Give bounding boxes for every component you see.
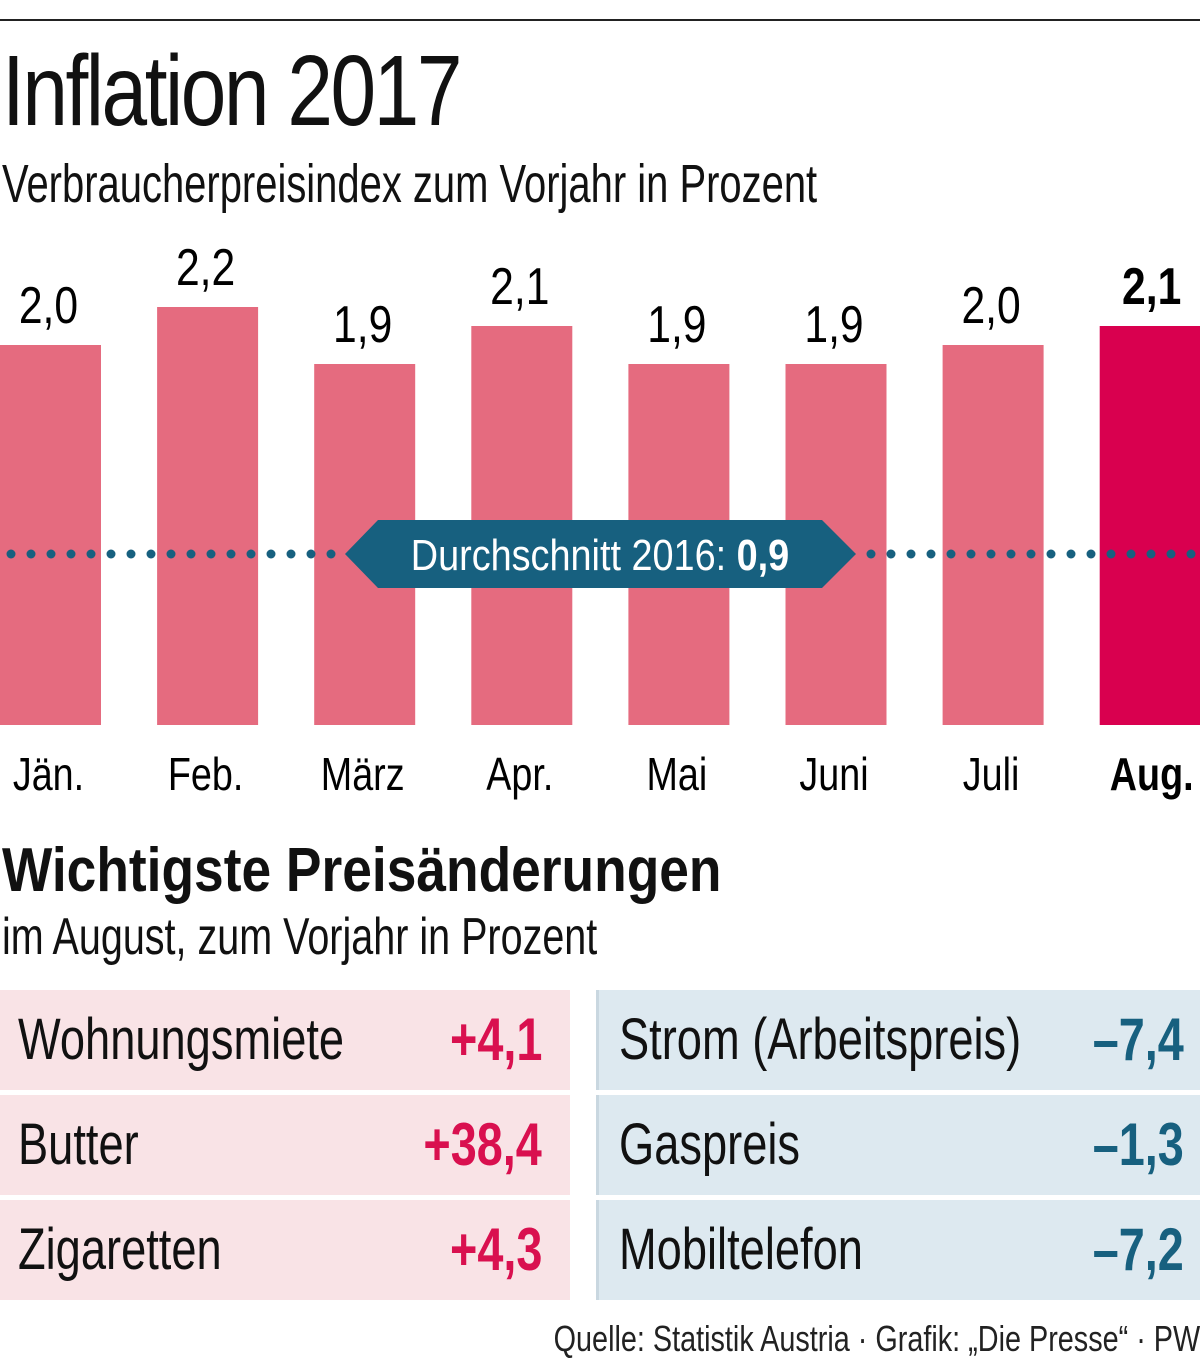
chart-subtitle: Verbraucherpreisindex zum Vorjahr in Pro… — [2, 154, 818, 214]
average-line-dot — [926, 549, 936, 559]
item-value: +4,3 — [449, 1216, 542, 1283]
table-row: Zigaretten +4,3 — [0, 1200, 570, 1300]
average-line-dot — [986, 549, 996, 559]
month-label: Juli — [963, 748, 1020, 799]
average-line-dot — [26, 549, 36, 559]
month-label: Jän. — [13, 748, 84, 799]
value-label: 2,2 — [176, 239, 235, 297]
table-row: Gaspreis –1,3 — [596, 1095, 1200, 1195]
table-row: Wohnungsmiete +4,1 — [0, 990, 570, 1090]
bar-8 — [1099, 326, 1200, 725]
bar-1 — [0, 345, 101, 725]
average-line-dot — [906, 549, 916, 559]
item-value: –7,4 — [1092, 1006, 1184, 1073]
average-badge: Durchschnitt 2016: 0,9 — [345, 520, 856, 588]
average-line-dot — [1086, 549, 1096, 559]
average-line — [6, 549, 1196, 559]
average-line-dot — [886, 549, 896, 559]
average-line-dot — [966, 549, 976, 559]
average-line-dot — [326, 549, 336, 559]
bars-group — [0, 307, 1200, 725]
month-label: Juni — [799, 748, 868, 799]
top-rule — [0, 19, 1200, 21]
average-line-dot — [1026, 549, 1036, 559]
month-label: Aug. — [1110, 748, 1194, 799]
chart-title: Inflation 2017 — [2, 35, 462, 147]
changes-subtitle: im August, zum Vorjahr in Prozent — [2, 908, 598, 966]
value-label: 1,9 — [333, 296, 392, 354]
value-label: 2,1 — [1122, 258, 1181, 316]
table-row: Butter +38,4 — [0, 1095, 570, 1195]
item-name: Wohnungsmiete — [18, 1007, 345, 1072]
month-label: Mai — [647, 748, 708, 799]
month-label: Apr. — [486, 748, 553, 799]
average-line-dot — [306, 549, 316, 559]
average-line-dot — [66, 549, 76, 559]
average-line-dot — [166, 549, 176, 559]
item-name: Butter — [18, 1112, 139, 1177]
average-line-dot — [1186, 549, 1196, 559]
average-line-dot — [146, 549, 156, 559]
average-line-dot — [1146, 549, 1156, 559]
average-line-dot — [1046, 549, 1056, 559]
source-credit: Quelle: Statistik Austria · Grafik: „Die… — [553, 1318, 1200, 1359]
average-line-dot — [286, 549, 296, 559]
item-value: +38,4 — [423, 1111, 542, 1178]
average-badge-label: Durchschnitt 2016: 0,9 — [411, 530, 789, 579]
bar-chart: Durchschnitt 2016: 0,9 2,0 2,2 1,9 2,1 1,9 1,… — [0, 239, 1200, 800]
month-labels: Jän. Feb. März Apr. Mai Juni Juli Aug. — [13, 748, 1194, 799]
average-value: 0,9 — [737, 530, 790, 579]
average-line-dot — [206, 549, 216, 559]
value-label: 1,9 — [647, 296, 706, 354]
value-label: 2,1 — [490, 258, 549, 316]
average-line-dot — [866, 549, 876, 559]
item-value: +4,1 — [449, 1006, 542, 1073]
value-label: 2,0 — [961, 277, 1020, 335]
changes-title: Wichtigste Preisänderungen — [2, 836, 722, 905]
item-value: –7,2 — [1092, 1216, 1184, 1283]
month-label: Feb. — [168, 748, 243, 799]
average-line-dot — [1126, 549, 1136, 559]
decreases-table: Strom (Arbeitspreis) –7,4 Gaspreis –1,3 … — [596, 990, 1200, 1305]
average-line-dot — [186, 549, 196, 559]
average-line-dot — [1066, 549, 1076, 559]
item-name: Mobiltelefon — [619, 1217, 863, 1282]
average-badge-shape — [345, 520, 856, 588]
item-name: Strom (Arbeitspreis) — [619, 1007, 1022, 1072]
month-label: März — [321, 748, 405, 799]
value-label: 1,9 — [804, 296, 863, 354]
average-line-dot — [1106, 549, 1116, 559]
increases-table: Wohnungsmiete +4,1 Butter +38,4 Zigarett… — [0, 990, 570, 1305]
average-label: Durchschnitt 2016: — [411, 530, 737, 579]
table-row: Mobiltelefon –7,2 — [596, 1200, 1200, 1300]
average-line-dot — [946, 549, 956, 559]
average-line-dot — [86, 549, 96, 559]
item-name: Gaspreis — [619, 1112, 801, 1177]
average-line-dot — [246, 549, 256, 559]
bar-2 — [157, 307, 259, 725]
item-name: Zigaretten — [18, 1217, 222, 1282]
bar-7 — [942, 345, 1044, 725]
average-line-dot — [1166, 549, 1176, 559]
table-row: Strom (Arbeitspreis) –7,4 — [596, 990, 1200, 1090]
average-line-dot — [1006, 549, 1016, 559]
item-value: –1,3 — [1092, 1111, 1184, 1178]
average-line-dot — [266, 549, 276, 559]
value-labels: 2,0 2,2 1,9 2,1 1,9 1,9 2,0 2,1 — [19, 239, 1181, 354]
value-label: 2,0 — [19, 277, 78, 335]
average-line-dot — [46, 549, 56, 559]
average-line-dot — [226, 549, 236, 559]
average-line-dot — [6, 549, 16, 559]
average-line-dot — [106, 549, 116, 559]
average-line-dot — [126, 549, 136, 559]
